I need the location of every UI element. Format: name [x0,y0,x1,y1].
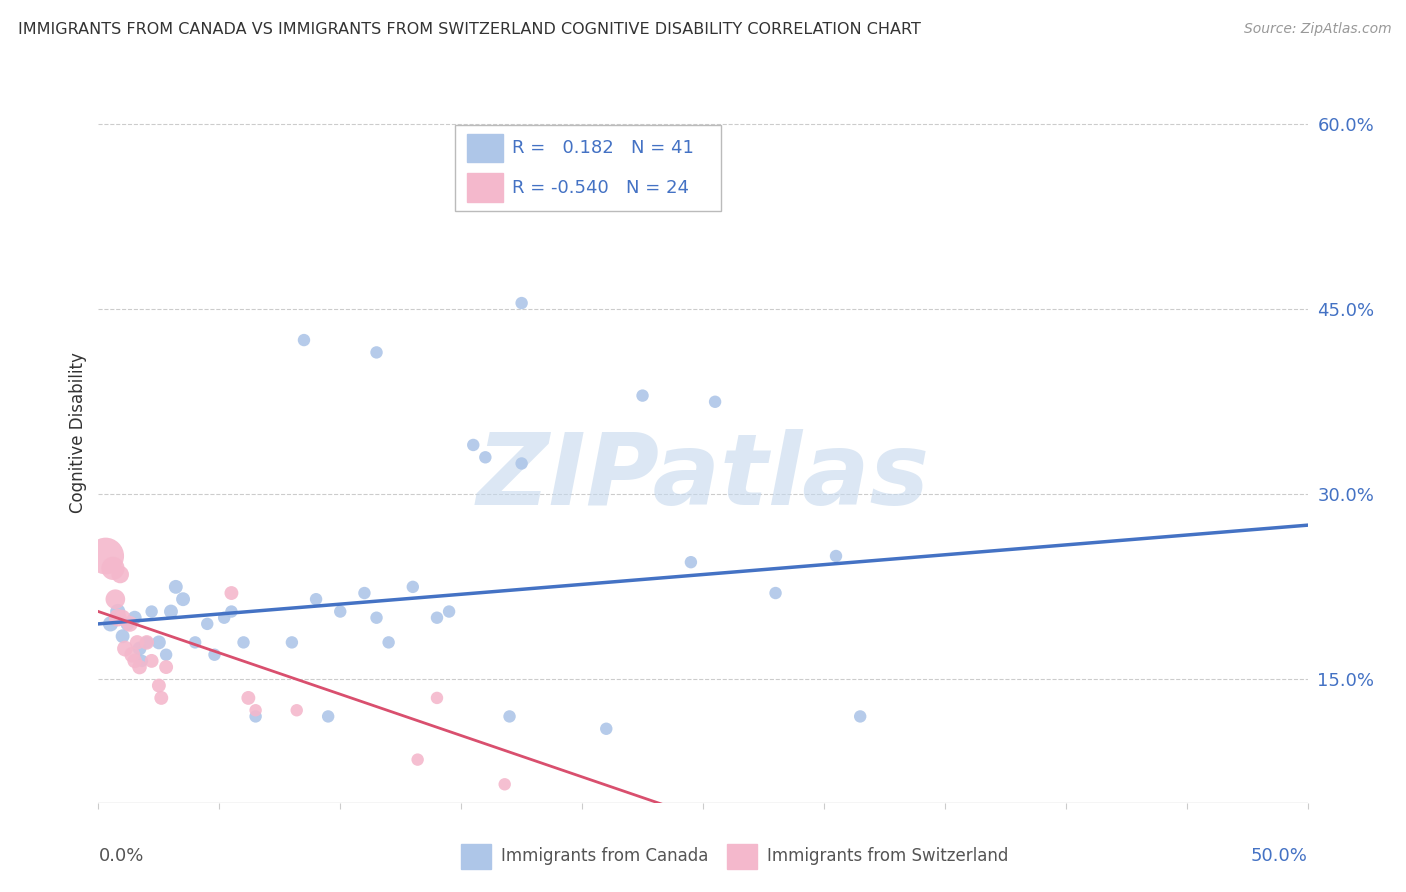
Point [232,635,254,649]
Point [150,690,173,705]
Point [111,629,134,643]
Point [148,679,170,693]
Point [184,635,207,649]
Bar [467,173,503,202]
Point [426,690,449,705]
Text: 50.0%: 50.0% [1251,847,1308,865]
Point [172,592,194,607]
Point [595,722,617,736]
Point [155,660,177,674]
Point [107,605,129,619]
Point [377,635,399,649]
Bar [467,135,503,162]
Point [128,660,150,674]
Point [704,394,727,409]
Point [426,610,449,624]
Point [437,605,460,619]
Point [510,296,533,310]
Point [107,610,129,624]
Point [127,635,149,649]
Point [221,586,243,600]
Point [849,709,872,723]
Point [128,641,150,656]
Point [195,616,218,631]
Text: IMMIGRANTS FROM CANADA VS IMMIGRANTS FROM SWITZERLAND COGNITIVE DISABILITY CORRE: IMMIGRANTS FROM CANADA VS IMMIGRANTS FRO… [18,22,921,37]
Point [121,648,143,662]
Point [406,753,429,767]
Point [100,616,122,631]
Text: Source: ZipAtlas.com: Source: ZipAtlas.com [1244,22,1392,37]
Y-axis label: Cognitive Disability: Cognitive Disability [69,352,87,513]
Point [281,635,304,649]
Point [463,438,485,452]
Point [141,654,163,668]
Point [305,592,328,607]
Point [825,549,848,563]
Point [104,592,127,607]
Point [498,709,520,723]
Point [474,450,496,465]
Point [111,610,134,624]
Text: Immigrants from Switzerland: Immigrants from Switzerland [768,847,1008,865]
Point [141,605,163,619]
Point [114,641,136,656]
Point [292,333,315,347]
Point [101,561,124,575]
Point [212,610,235,624]
Point [131,654,153,668]
Point [238,690,260,705]
Point [165,580,187,594]
Point [316,709,339,723]
Point [510,457,533,471]
FancyBboxPatch shape [456,126,721,211]
Point [494,777,516,791]
Point [155,648,177,662]
Point [135,635,157,649]
Point [124,610,146,624]
Text: R =   0.182   N = 41: R = 0.182 N = 41 [512,139,693,157]
Point [124,654,146,668]
Point [148,635,170,649]
Text: ZIPatlas: ZIPatlas [477,428,929,525]
Point [366,345,388,359]
Point [329,605,352,619]
Point [108,567,131,582]
Text: Immigrants from Canada: Immigrants from Canada [501,847,709,865]
Point [245,709,267,723]
Point [221,605,243,619]
Point [245,703,267,717]
Point [94,549,117,563]
Point [118,616,141,631]
Point [353,586,375,600]
Text: 0.0%: 0.0% [98,847,143,865]
Point [402,580,425,594]
Point [160,605,183,619]
Point [631,388,654,402]
Point [765,586,787,600]
Point [366,610,388,624]
Point [135,635,157,649]
Point [117,616,139,631]
Point [285,703,308,717]
Bar [727,844,758,870]
Point [679,555,702,569]
Text: R = -0.540   N = 24: R = -0.540 N = 24 [512,178,689,196]
Bar [461,844,492,870]
Point [204,648,226,662]
